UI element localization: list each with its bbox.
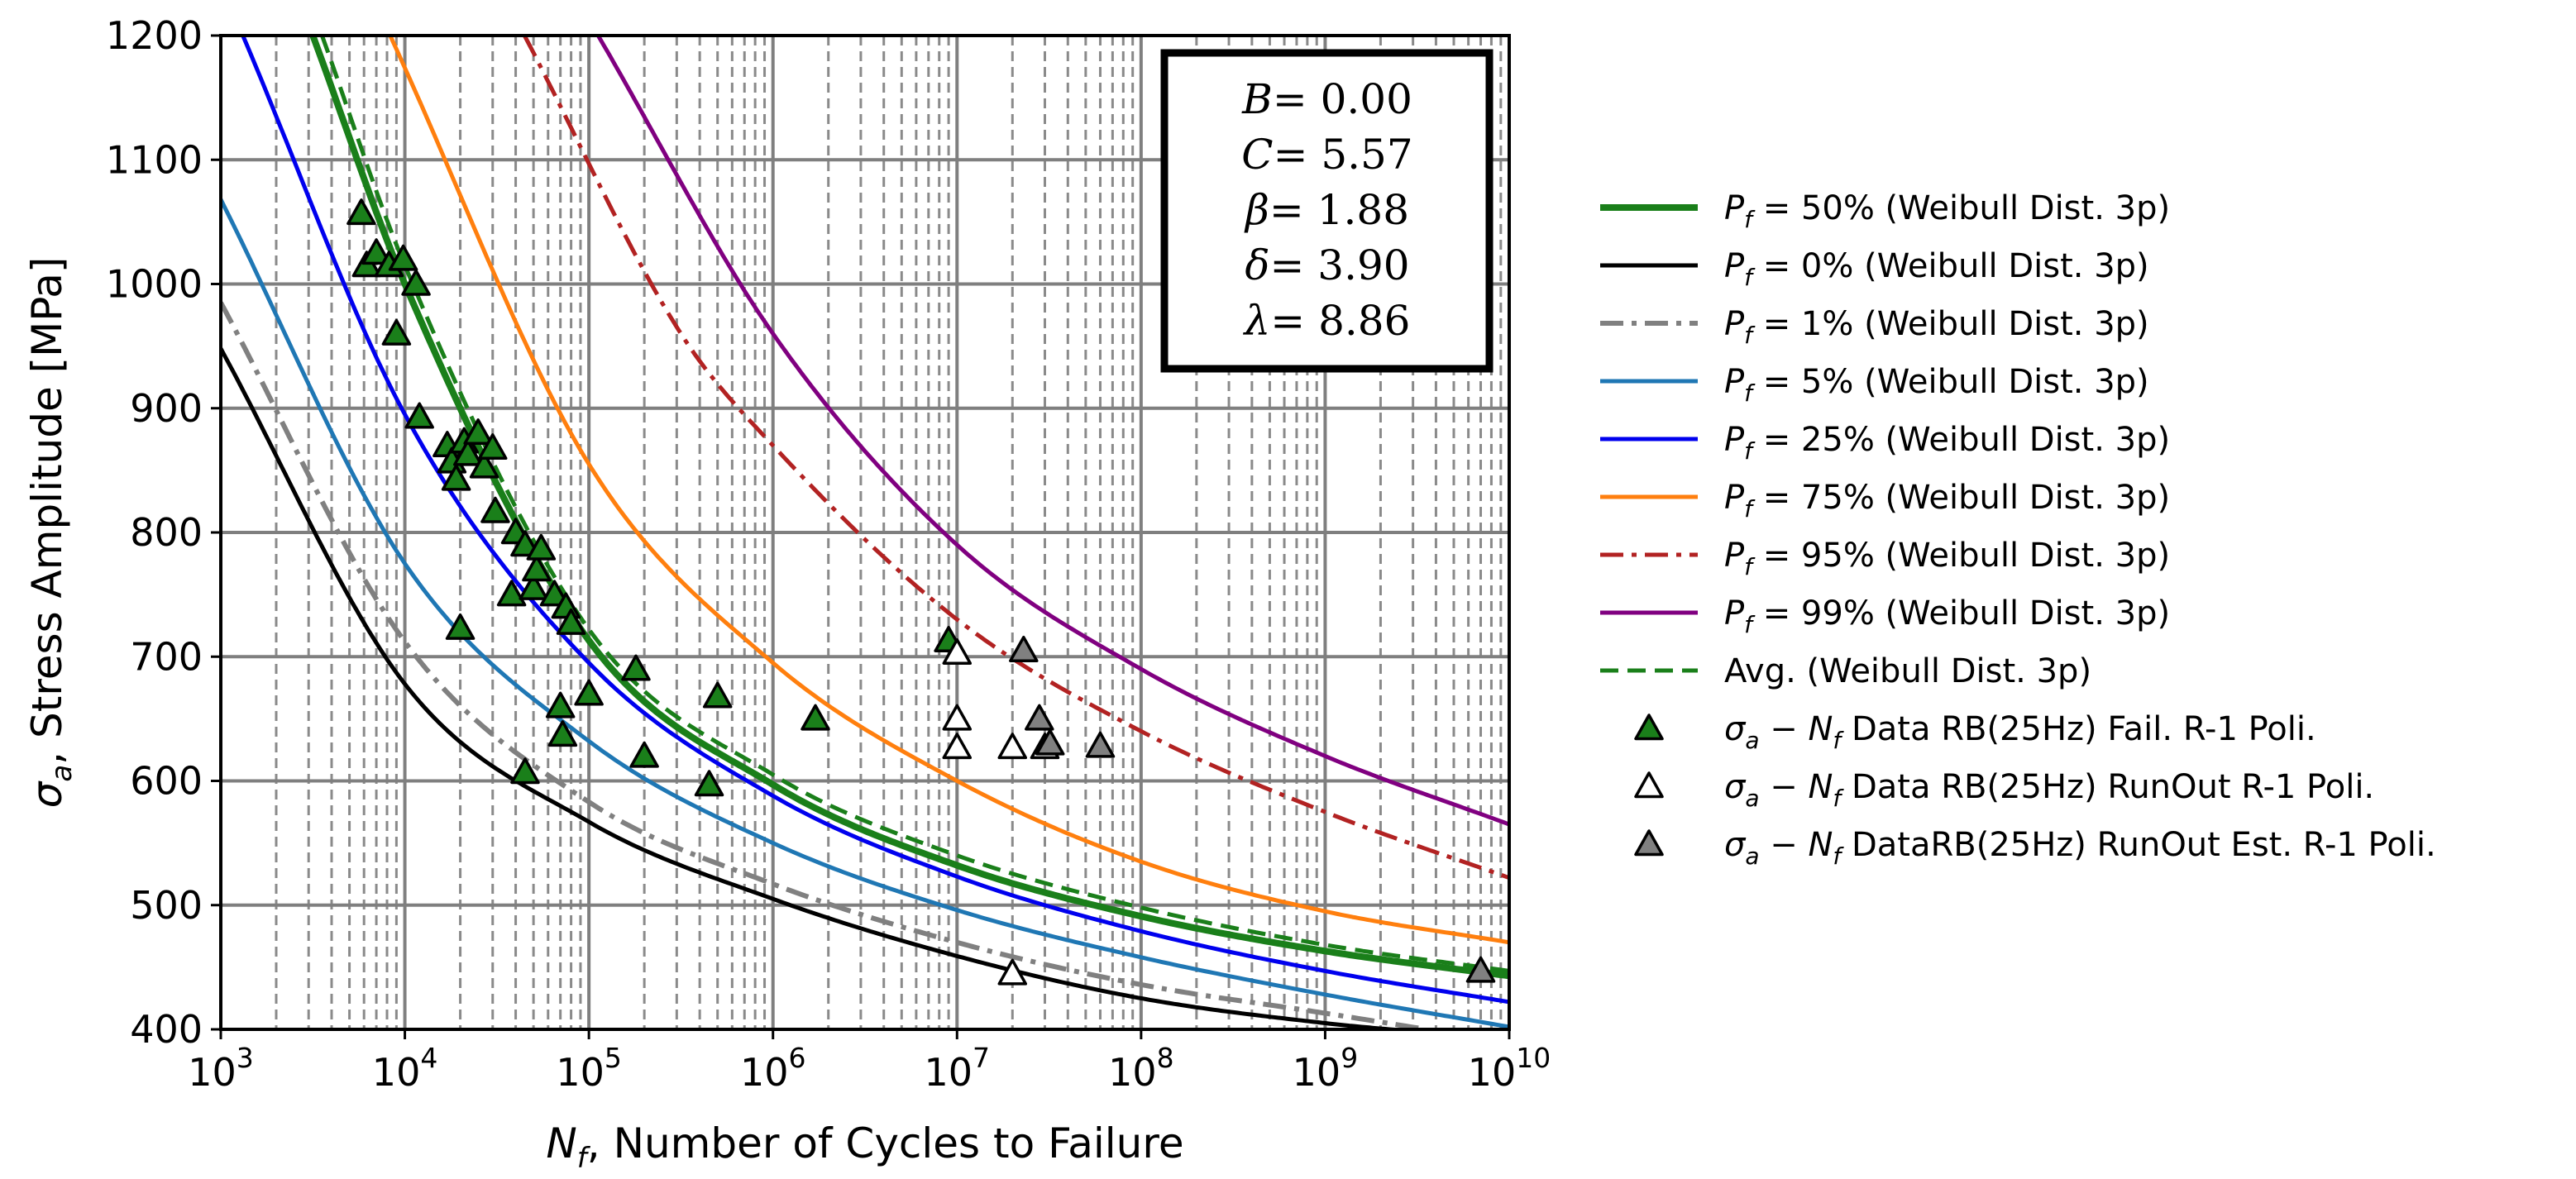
y-tick-label: 1200 (106, 13, 203, 58)
data-point-set-2 (1009, 635, 1039, 662)
legend-label-2: Pf = 1% (Weibull Dist. 3p) (1724, 305, 2149, 349)
data-point-set-0 (556, 608, 586, 635)
data-point-set-0 (346, 198, 376, 226)
legend-label-5: Pf = 75% (Weibull Dist. 3p) (1724, 479, 2170, 523)
data-point-set-1 (942, 733, 973, 760)
data-point-set-2 (1085, 731, 1116, 758)
data-point-set-2 (1035, 728, 1065, 756)
data-point-set-0 (496, 580, 527, 607)
data-point-set-0 (702, 681, 733, 709)
x-tick-label: 109 (1293, 1042, 1359, 1095)
data-point-set-2 (1025, 704, 1054, 731)
data-point-set-0 (510, 757, 540, 785)
data-point-set-0 (547, 720, 578, 747)
legend-label-4: Pf = 25% (Weibull Dist. 3p) (1724, 421, 2170, 465)
parameter-box-frame (1160, 49, 1494, 373)
series-line-4 (241, 36, 1509, 1005)
parameter-box: B= 0.00 C= 5.57 β= 1.88 δ= 3.90 λ= 8.86 (1160, 49, 1494, 373)
data-point-set-0 (404, 402, 434, 429)
legend-point-label-2: σa − Nf DataRB(25Hz) RunOut Est. R-1 Pol… (1724, 826, 2436, 870)
parameter-1: C= 5.57 (1241, 131, 1412, 179)
series-line-7 (596, 36, 1509, 827)
y-tick-label: 700 (130, 634, 203, 679)
x-tick-label: 107 (925, 1042, 991, 1095)
y-tick-label: 600 (130, 759, 203, 804)
data-point-set-0 (381, 318, 412, 346)
data-point-set-0 (480, 496, 510, 523)
x-tick-label: 108 (1108, 1042, 1174, 1095)
legend-label-1: Pf = 0% (Weibull Dist. 3p) (1724, 247, 2149, 291)
points-layer (346, 198, 1496, 986)
y-axis-label: σa, Stress Amplitude [MPa] (23, 257, 79, 809)
data-point-set-0 (539, 580, 570, 607)
parameter-lines: B= 0.00 C= 5.57 β= 1.88 δ= 3.90 λ= 8.86 (1241, 75, 1413, 345)
y-tick-label: 800 (130, 510, 203, 555)
data-point-set-1 (997, 958, 1028, 986)
data-point-set-1 (942, 704, 973, 731)
y-axis-ticks: 400 500 600 700 800 900 1000 1100 1200 (106, 13, 221, 1052)
data-point-set-1 (942, 637, 973, 665)
y-tick-label: 900 (130, 386, 203, 431)
x-tick-label: 104 (372, 1042, 438, 1095)
data-point-set-0 (519, 573, 548, 600)
legend-marker-2 (1634, 829, 1664, 857)
y-tick-label: 500 (130, 883, 203, 928)
x-axis-label: Nf, Number of Cycles to Failure (546, 1119, 1183, 1175)
x-tick-label: 103 (188, 1042, 254, 1095)
data-point-set-0 (469, 451, 499, 479)
legend-label-7: Pf = 99% (Weibull Dist. 3p) (1724, 594, 2170, 638)
x-tick-label: 106 (740, 1042, 806, 1095)
data-point-set-0 (463, 418, 493, 446)
legend: Pf = 50% (Weibull Dist. 3p) Pf = 0% (Weib… (1600, 189, 2436, 870)
parameter-3: δ= 3.90 (1245, 241, 1409, 289)
x-tick-label: 105 (556, 1042, 622, 1095)
data-point-set-0 (453, 439, 483, 466)
parameter-2: β= 1.88 (1244, 186, 1409, 234)
parameter-0: B= 0.00 (1241, 75, 1412, 123)
legend-marker-1 (1634, 771, 1664, 799)
data-point-set-0 (801, 704, 830, 731)
data-point-set-0 (361, 238, 391, 265)
series-line-2 (221, 301, 1427, 1029)
y-tick-label: 1000 (106, 262, 203, 307)
data-point-set-0 (478, 433, 508, 461)
data-point-set-0 (441, 464, 471, 491)
y-tick-label: 400 (130, 1007, 203, 1052)
data-point-set-0 (621, 654, 651, 681)
data-point-set-0 (526, 533, 557, 561)
data-point-set-0 (574, 679, 604, 706)
series-line-8 (320, 36, 1509, 973)
series-line-1 (221, 347, 1413, 1029)
series-line-0 (309, 36, 1509, 980)
legend-label-6: Pf = 95% (Weibull Dist. 3p) (1724, 537, 2170, 580)
legend-label-0: Pf = 50% (Weibull Dist. 3p) (1724, 189, 2170, 233)
data-point-set-0 (388, 244, 418, 271)
data-point-set-1 (997, 733, 1028, 760)
series-line-5 (388, 36, 1509, 945)
data-point-set-0 (545, 691, 576, 718)
data-point-set-0 (522, 555, 552, 582)
data-point-set-0 (401, 269, 431, 296)
x-tick-label: 1010 (1468, 1042, 1551, 1095)
legend-point-label-0: σa − Nf Data RB(25Hz) Fail. R-1 Poli. (1724, 710, 2316, 754)
x-axis-ticks: 103 104 105 106 107 108 109 1010 (188, 1029, 1551, 1095)
legend-point-label-1: σa − Nf Data RB(25Hz) RunOut R-1 Poli. (1724, 768, 2374, 812)
data-point-set-2 (1465, 956, 1496, 983)
data-point-set-0 (694, 770, 724, 797)
legend-label-8: Avg. (Weibull Dist. 3p) (1724, 652, 2091, 690)
y-tick-label: 1100 (106, 137, 203, 182)
series-line-3 (221, 198, 1509, 1029)
data-point-set-0 (629, 741, 659, 768)
parameter-4: λ= 8.86 (1243, 297, 1411, 345)
data-point-set-0 (445, 613, 476, 640)
legend-label-3: Pf = 5% (Weibull Dist. 3p) (1724, 363, 2149, 407)
legend-marker-0 (1634, 714, 1664, 741)
